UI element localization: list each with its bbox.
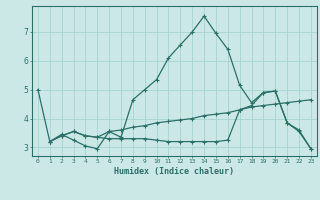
X-axis label: Humidex (Indice chaleur): Humidex (Indice chaleur) bbox=[115, 167, 234, 176]
